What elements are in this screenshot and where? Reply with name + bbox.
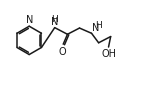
Text: N: N xyxy=(51,17,58,27)
Text: H: H xyxy=(51,15,58,24)
Text: H: H xyxy=(95,21,101,30)
Text: OH: OH xyxy=(102,49,117,59)
Text: N: N xyxy=(26,15,33,24)
Text: O: O xyxy=(59,47,66,57)
Text: N: N xyxy=(92,23,100,33)
